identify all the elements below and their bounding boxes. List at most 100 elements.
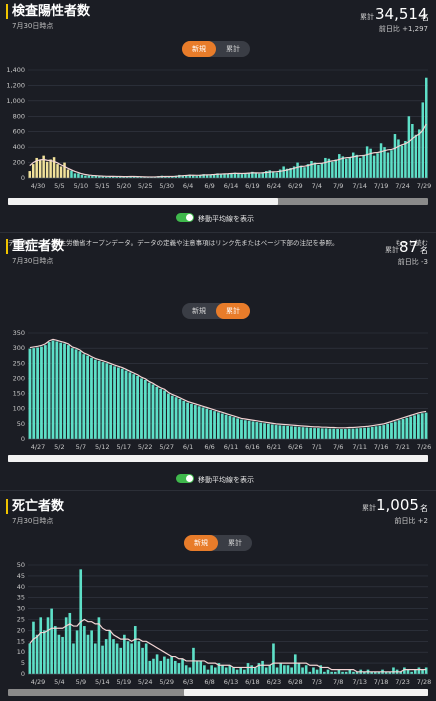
- bar[interactable]: [108, 630, 112, 674]
- bar[interactable]: [406, 669, 410, 674]
- bar[interactable]: [367, 427, 370, 439]
- bar[interactable]: [290, 426, 293, 439]
- bar[interactable]: [118, 176, 122, 178]
- bar[interactable]: [56, 164, 59, 178]
- bar[interactable]: [130, 643, 133, 674]
- bar[interactable]: [209, 409, 213, 439]
- bar[interactable]: [133, 626, 137, 674]
- bar[interactable]: [267, 423, 270, 439]
- bar[interactable]: [370, 426, 374, 439]
- bar[interactable]: [420, 413, 424, 439]
- bar[interactable]: [386, 152, 390, 178]
- bar[interactable]: [341, 671, 344, 674]
- bar[interactable]: [101, 362, 105, 439]
- bar[interactable]: [141, 647, 144, 674]
- read-more-link[interactable]: もっと読む: [395, 239, 429, 247]
- bar[interactable]: [240, 419, 243, 439]
- bar[interactable]: [206, 669, 210, 674]
- bar[interactable]: [163, 390, 166, 439]
- bar[interactable]: [94, 175, 98, 178]
- bar[interactable]: [63, 343, 66, 439]
- bar[interactable]: [153, 177, 157, 178]
- bar[interactable]: [355, 154, 358, 178]
- bar[interactable]: [170, 656, 173, 674]
- bar[interactable]: [202, 174, 205, 178]
- bar[interactable]: [86, 634, 90, 674]
- bar[interactable]: [201, 407, 205, 440]
- bar[interactable]: [167, 393, 170, 439]
- bar[interactable]: [417, 667, 421, 674]
- bar[interactable]: [261, 660, 264, 674]
- bar[interactable]: [113, 366, 116, 439]
- bar[interactable]: [341, 156, 345, 178]
- bar[interactable]: [310, 161, 313, 178]
- bar[interactable]: [352, 671, 355, 674]
- bar[interactable]: [73, 173, 77, 178]
- bar[interactable]: [136, 176, 139, 178]
- bar[interactable]: [66, 169, 70, 178]
- bar[interactable]: [226, 173, 230, 178]
- bar[interactable]: [286, 425, 289, 439]
- bar[interactable]: [250, 665, 253, 674]
- bar[interactable]: [35, 634, 39, 674]
- bar[interactable]: [93, 643, 97, 674]
- bar[interactable]: [55, 341, 59, 439]
- chart-scrollbar[interactable]: [8, 689, 428, 696]
- chart-scrollbar[interactable]: [8, 198, 428, 205]
- bar[interactable]: [97, 360, 101, 439]
- bar[interactable]: [378, 425, 382, 439]
- bar[interactable]: [251, 171, 254, 178]
- bar[interactable]: [313, 428, 316, 439]
- bar[interactable]: [112, 639, 115, 674]
- bar[interactable]: [397, 420, 401, 439]
- bar[interactable]: [407, 116, 411, 178]
- bar[interactable]: [57, 634, 61, 674]
- bar[interactable]: [388, 671, 392, 674]
- bar[interactable]: [203, 665, 206, 674]
- bar[interactable]: [332, 428, 336, 439]
- bar[interactable]: [253, 667, 257, 674]
- bar[interactable]: [213, 411, 216, 439]
- bar[interactable]: [345, 158, 348, 178]
- bar[interactable]: [274, 425, 278, 439]
- bar[interactable]: [120, 368, 124, 439]
- bar[interactable]: [228, 415, 232, 439]
- bar[interactable]: [70, 348, 74, 439]
- bar[interactable]: [401, 419, 405, 439]
- bar[interactable]: [403, 667, 406, 674]
- bar[interactable]: [75, 630, 79, 674]
- bar[interactable]: [151, 384, 155, 439]
- bar[interactable]: [424, 412, 428, 439]
- bar[interactable]: [337, 669, 341, 674]
- bar[interactable]: [39, 617, 43, 674]
- bar[interactable]: [244, 172, 247, 178]
- bar[interactable]: [327, 158, 331, 178]
- bar[interactable]: [317, 164, 320, 178]
- bar[interactable]: [181, 658, 184, 674]
- bar[interactable]: [223, 174, 226, 178]
- bar[interactable]: [340, 429, 343, 439]
- bar[interactable]: [51, 340, 55, 439]
- toggle-cumulative[interactable]: 累計: [226, 45, 240, 53]
- bar[interactable]: [171, 176, 174, 178]
- bar[interactable]: [233, 172, 237, 178]
- bar[interactable]: [424, 667, 428, 674]
- bar[interactable]: [132, 176, 136, 178]
- bar[interactable]: [289, 167, 292, 178]
- bar[interactable]: [299, 165, 303, 178]
- bar[interactable]: [122, 176, 125, 178]
- bar[interactable]: [235, 669, 239, 674]
- bar[interactable]: [333, 671, 337, 674]
- bar[interactable]: [53, 626, 57, 674]
- bar[interactable]: [212, 174, 216, 178]
- bar[interactable]: [111, 176, 115, 178]
- bar[interactable]: [52, 157, 56, 178]
- bar[interactable]: [87, 175, 91, 178]
- bar[interactable]: [392, 667, 395, 674]
- toggle-new[interactable]: 新規: [184, 535, 218, 551]
- bar[interactable]: [123, 634, 126, 674]
- bar[interactable]: [213, 667, 217, 674]
- bar[interactable]: [286, 665, 290, 674]
- bar[interactable]: [362, 154, 365, 178]
- bar[interactable]: [90, 630, 93, 674]
